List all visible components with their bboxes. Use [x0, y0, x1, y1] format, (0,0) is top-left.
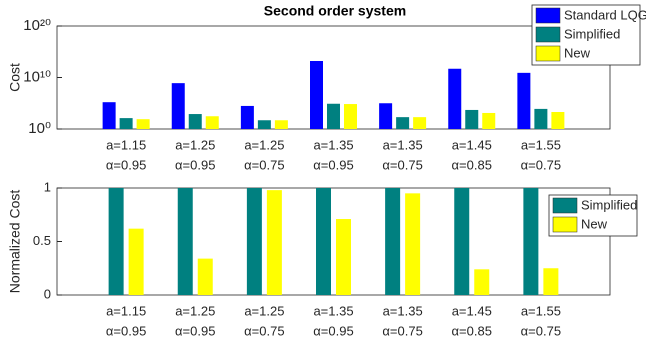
- x-tick-label: α=0.85: [452, 323, 492, 338]
- bar: [136, 119, 150, 129]
- bar: [551, 111, 565, 129]
- axes-box: [56, 187, 611, 296]
- bar: [266, 190, 282, 295]
- x-tick-label: α=0.95: [313, 157, 353, 172]
- x-tick-label: a=1.35: [383, 303, 423, 318]
- x-tick-label: α=0.95: [106, 323, 146, 338]
- bar: [188, 114, 202, 129]
- x-tick-label: α=0.95: [106, 157, 146, 172]
- x-tick-label: α=0.75: [382, 157, 422, 172]
- bar: [171, 83, 185, 129]
- x-tick-label: α=0.95: [175, 323, 215, 338]
- y-axis-label: Cost: [7, 63, 23, 92]
- bar: [385, 188, 401, 295]
- bar: [482, 112, 496, 129]
- bar: [257, 120, 271, 129]
- bar: [517, 72, 531, 129]
- legend-label: Simplified: [581, 197, 637, 212]
- x-tick-label: α=0.75: [244, 157, 284, 172]
- legend-swatch: [535, 7, 561, 24]
- x-tick-label: α=0.85: [452, 157, 492, 172]
- x-tick-label: α=0.75: [244, 323, 284, 338]
- bar: [448, 68, 462, 129]
- x-tick-label: α=0.75: [382, 323, 422, 338]
- bar: [465, 109, 479, 129]
- bar: [396, 117, 410, 129]
- x-tick-label: a=1.45: [452, 137, 492, 152]
- y-tick-label: 0.5: [33, 233, 51, 248]
- x-tick-label: α=0.75: [521, 157, 561, 172]
- chart-title: Second order system: [264, 3, 406, 19]
- bar: [205, 116, 219, 129]
- y-tick-label: 0: [44, 286, 51, 301]
- y-tick-label: 10¹⁰: [23, 68, 51, 85]
- legend-swatch: [552, 216, 578, 233]
- x-tick-label: a=1.25: [175, 303, 215, 318]
- bar: [102, 102, 116, 129]
- bar: [344, 104, 357, 129]
- x-tick-label: a=1.15: [106, 303, 146, 318]
- bar: [274, 120, 288, 129]
- bar: [177, 188, 193, 295]
- bar: [108, 188, 124, 295]
- x-tick-label: α=0.95: [175, 157, 215, 172]
- bar: [316, 188, 331, 295]
- y-axis-label: Normalized Cost: [7, 190, 23, 294]
- x-tick-label: a=1.25: [244, 137, 284, 152]
- y-tick-label: 10⁰: [28, 120, 51, 137]
- legend-label: New: [564, 45, 591, 60]
- bar: [474, 269, 490, 295]
- bar: [543, 268, 559, 295]
- bar: [327, 103, 340, 129]
- bar: [246, 188, 262, 295]
- x-tick-label: a=1.35: [383, 137, 423, 152]
- x-tick-label: a=1.55: [521, 303, 561, 318]
- bar: [240, 105, 254, 129]
- x-tick-label: a=1.35: [313, 137, 353, 152]
- x-tick-label: a=1.15: [106, 137, 146, 152]
- bar: [336, 219, 351, 295]
- bar: [405, 193, 421, 295]
- y-tick-label: 1: [44, 179, 51, 194]
- legend-label: Standard LQG: [564, 7, 646, 22]
- y-tick-label: 10²⁰: [23, 17, 51, 34]
- x-tick-label: a=1.35: [313, 303, 353, 318]
- x-tick-label: α=0.75: [521, 323, 561, 338]
- bar: [454, 188, 470, 295]
- x-tick-label: α=0.95: [313, 323, 353, 338]
- x-tick-label: a=1.55: [521, 137, 561, 152]
- legend-swatch: [552, 197, 578, 214]
- bar: [413, 117, 427, 129]
- legend-label: New: [581, 216, 608, 231]
- bar: [128, 228, 144, 295]
- x-tick-label: a=1.25: [244, 303, 284, 318]
- legend-swatch: [535, 45, 561, 62]
- legend-swatch: [535, 26, 561, 43]
- bar: [197, 258, 213, 295]
- x-tick-label: a=1.45: [452, 303, 492, 318]
- bar: [310, 60, 323, 130]
- legend-label: Simplified: [564, 26, 620, 41]
- bar: [119, 118, 133, 129]
- bar: [379, 103, 393, 129]
- x-tick-label: a=1.25: [175, 137, 215, 152]
- bar: [534, 108, 548, 129]
- bar: [523, 188, 539, 295]
